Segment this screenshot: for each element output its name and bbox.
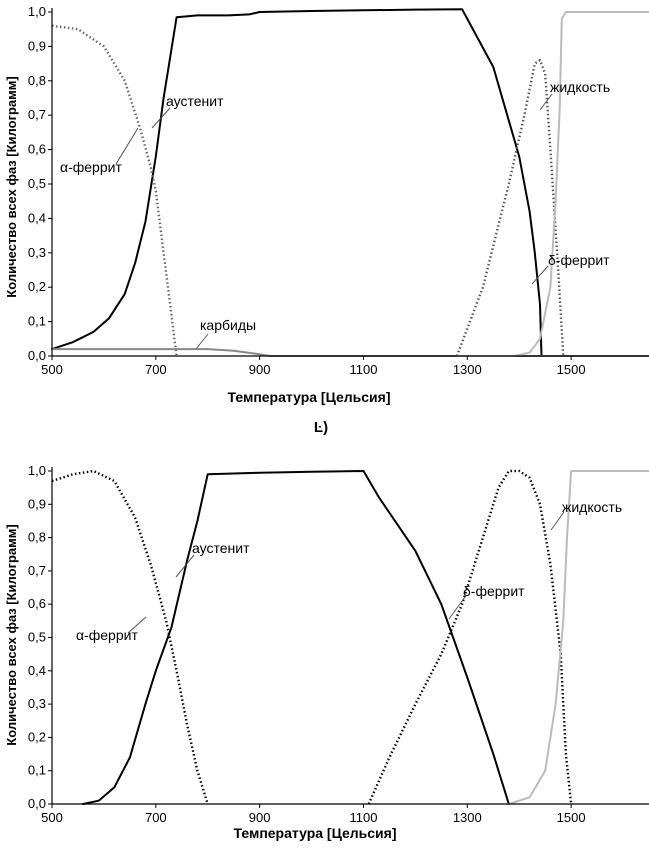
x-tick-label: 900 bbox=[249, 362, 271, 377]
y-tick-label: 1,0 bbox=[28, 4, 46, 19]
x-tick-label: 1300 bbox=[453, 810, 482, 825]
x-tick-label: 1300 bbox=[453, 362, 482, 377]
annotation-liquid: жидкость bbox=[539, 79, 610, 111]
x-tick-label: 700 bbox=[145, 810, 167, 825]
svg-text:α-феррит: α-феррит bbox=[60, 159, 122, 175]
y-tick-label: 0,9 bbox=[28, 496, 46, 511]
x-tick-label: 1100 bbox=[349, 362, 377, 377]
y-tick-label: 0,0 bbox=[28, 348, 46, 363]
y-tick-label: 0,4 bbox=[28, 210, 46, 225]
series-line-δ-феррит bbox=[367, 469, 573, 805]
series-line-карбиды bbox=[51, 348, 649, 357]
annotation-alpha-ferrite: α-феррит bbox=[60, 127, 139, 175]
y-tick-label: 0,2 bbox=[28, 729, 46, 744]
y-tick-label: 0,2 bbox=[28, 279, 46, 294]
annotation-austenite: аустенит bbox=[151, 93, 224, 129]
y-tick-label: 0,9 bbox=[28, 38, 46, 53]
x-tick-label: 1100 bbox=[349, 810, 377, 825]
y-tick-label: 0,7 bbox=[28, 563, 46, 578]
y-tick-label: 0,1 bbox=[28, 314, 46, 329]
svg-text:аустенит: аустенит bbox=[166, 93, 224, 109]
x-axis-label: Температура [Цельсия] bbox=[228, 389, 391, 405]
x-tick-label: 500 bbox=[41, 810, 63, 825]
annotation-delta-ferrite: δ-феррит bbox=[448, 583, 525, 620]
svg-text:δ-феррит: δ-феррит bbox=[548, 252, 610, 268]
annotation-delta-ferrite: δ-феррит bbox=[531, 252, 610, 285]
svg-text:жидкость: жидкость bbox=[550, 79, 610, 95]
x-tick-label: 1500 bbox=[557, 362, 586, 377]
y-tick-label: 0,5 bbox=[28, 630, 46, 645]
x-tick-label: 1500 bbox=[557, 810, 586, 825]
y-tick-label: 0,4 bbox=[28, 663, 46, 678]
y-tick-label: 0,6 bbox=[28, 142, 46, 157]
y-tick-label: 0,0 bbox=[28, 796, 46, 811]
series-line-α-феррит bbox=[51, 469, 209, 805]
y-tick-label: 0,1 bbox=[28, 763, 46, 778]
y-axis-label: Количество всех фаз [Килограмм] bbox=[4, 76, 19, 297]
y-tick-label: 0,8 bbox=[28, 73, 46, 88]
svg-text:карбиды: карбиды bbox=[200, 317, 256, 333]
chart-1: 0,0 0,1 0,2 0,3 0,4 0,5 0,6 0,7 0,8 0,9 1,0 500 700 9… bbox=[4, 4, 649, 436]
caption: Ŀ) bbox=[314, 419, 328, 436]
y-tick-label: 0,3 bbox=[28, 696, 46, 711]
y-tick-label: 0,8 bbox=[28, 530, 46, 545]
y-tick-label: 0,7 bbox=[28, 107, 46, 122]
svg-text:аустенит: аустенит bbox=[192, 540, 250, 556]
y-tick-label: 0,5 bbox=[28, 176, 46, 191]
y-tick-label: 0,6 bbox=[28, 596, 46, 611]
svg-text:жидкость: жидкость bbox=[562, 499, 622, 515]
annotation-liquid: жидкость bbox=[550, 499, 622, 531]
y-tick-label: 0,3 bbox=[28, 245, 46, 260]
svg-text:α-феррит: α-феррит bbox=[76, 627, 138, 643]
series-line-δ-феррит bbox=[455, 59, 565, 357]
series-line-жидкость bbox=[455, 11, 649, 357]
series-line-аустенит bbox=[51, 8, 543, 357]
annotation-austenite: аустенит bbox=[175, 540, 250, 578]
annotation-alpha-ferrite: α-феррит bbox=[76, 616, 147, 643]
series-line-α-феррит bbox=[51, 24, 178, 357]
chart-2: 0,0 0,1 0,2 0,3 0,4 0,5 0,6 0,7 0,8 0,9 1,0 500 700 9… bbox=[4, 463, 649, 841]
y-tick-label: 1,0 bbox=[28, 463, 46, 478]
x-tick-label: 700 bbox=[145, 362, 167, 377]
x-tick-label: 500 bbox=[41, 362, 63, 377]
annotation-carbides: карбиды bbox=[195, 317, 256, 350]
series-line-аустенит bbox=[82, 470, 510, 805]
x-tick-label: 900 bbox=[249, 810, 271, 825]
x-axis-label: Температура [Цельсия] bbox=[234, 825, 397, 841]
svg-text:δ-феррит: δ-феррит bbox=[463, 583, 525, 599]
series-line-жидкость bbox=[507, 470, 649, 805]
y-axis-label: Количество всех фаз [Килограмм] bbox=[4, 524, 19, 745]
